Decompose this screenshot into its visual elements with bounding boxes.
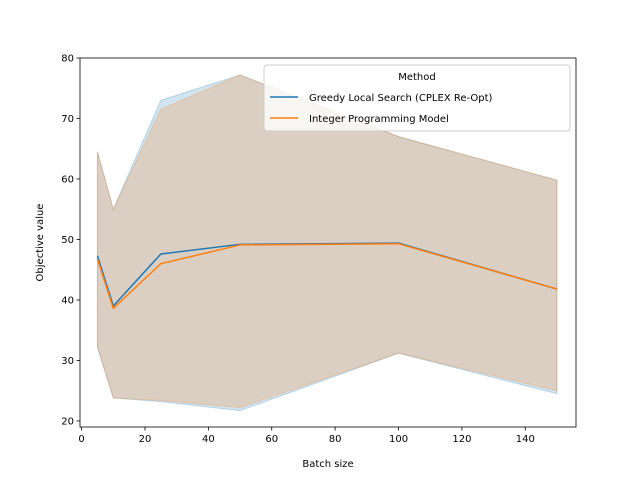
y-tick-label: 40	[61, 295, 74, 306]
y-tick-label: 70	[61, 114, 74, 125]
x-tick-label: 80	[329, 434, 342, 445]
x-tick-label: 40	[202, 434, 215, 445]
y-tick-label: 60	[61, 174, 74, 185]
x-tick-label: 60	[265, 434, 278, 445]
x-tick-label: 100	[389, 434, 408, 445]
legend: Method Greedy Local Search (CPLEX Re-Opt…	[264, 65, 570, 131]
y-tick-label: 80	[61, 54, 74, 65]
x-tick-label: 140	[516, 434, 535, 445]
legend-title: Method	[398, 72, 436, 83]
y-tick-label: 50	[61, 235, 74, 246]
y-axis-ticks: 20 30 40 50 60 70 80	[61, 54, 80, 428]
legend-label-greedy: Greedy Local Search (CPLEX Re-Opt)	[309, 93, 493, 104]
x-axis-ticks: 0 20 40 60 80 100 120 140	[78, 427, 534, 445]
x-tick-label: 0	[78, 434, 84, 445]
y-axis-label: Objective value	[35, 204, 46, 282]
x-axis-label: Batch size	[302, 459, 353, 470]
x-tick-label: 120	[452, 434, 471, 445]
x-tick-label: 20	[139, 434, 152, 445]
y-tick-label: 30	[61, 356, 74, 367]
y-tick-label: 20	[61, 416, 74, 427]
legend-label-integer-programming: Integer Programming Model	[309, 114, 449, 125]
